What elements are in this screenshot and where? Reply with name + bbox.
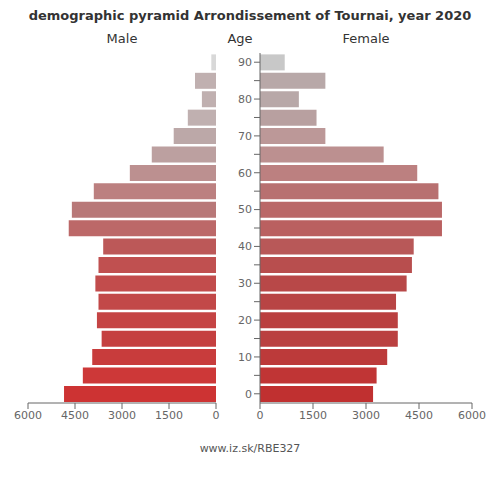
html-text:Female: Female xyxy=(342,31,390,46)
html-text:www.iz.sk/RBE327: www.iz.sk/RBE327 xyxy=(199,442,301,455)
svg-text:90: 90 xyxy=(238,56,252,69)
svg-text:40: 40 xyxy=(238,240,252,253)
svg-text:80: 80 xyxy=(238,93,252,106)
svg-text:3000: 3000 xyxy=(352,409,380,422)
svg-text:0: 0 xyxy=(245,388,252,401)
svg-text:3000: 3000 xyxy=(108,409,136,422)
svg-text:1500: 1500 xyxy=(155,409,183,422)
html-text:Male: Male xyxy=(106,31,138,46)
html-text:demographic pyramid Arrondisse: demographic pyramid Arrondissement of To… xyxy=(28,8,472,23)
svg-text:30: 30 xyxy=(238,277,252,290)
svg-text:60: 60 xyxy=(238,167,252,180)
svg-text:0: 0 xyxy=(257,409,264,422)
svg-text:0: 0 xyxy=(213,409,220,422)
svg-text:1500: 1500 xyxy=(299,409,327,422)
svg-text:20: 20 xyxy=(238,314,252,327)
svg-text:6000: 6000 xyxy=(14,409,42,422)
svg-text:50: 50 xyxy=(238,203,252,216)
html-text:Age: Age xyxy=(227,31,253,46)
svg-text:4500: 4500 xyxy=(61,409,89,422)
svg-text:6000: 6000 xyxy=(458,409,486,422)
svg-text:70: 70 xyxy=(238,130,252,143)
svg-text:10: 10 xyxy=(238,351,252,364)
svg-text:4500: 4500 xyxy=(405,409,433,422)
